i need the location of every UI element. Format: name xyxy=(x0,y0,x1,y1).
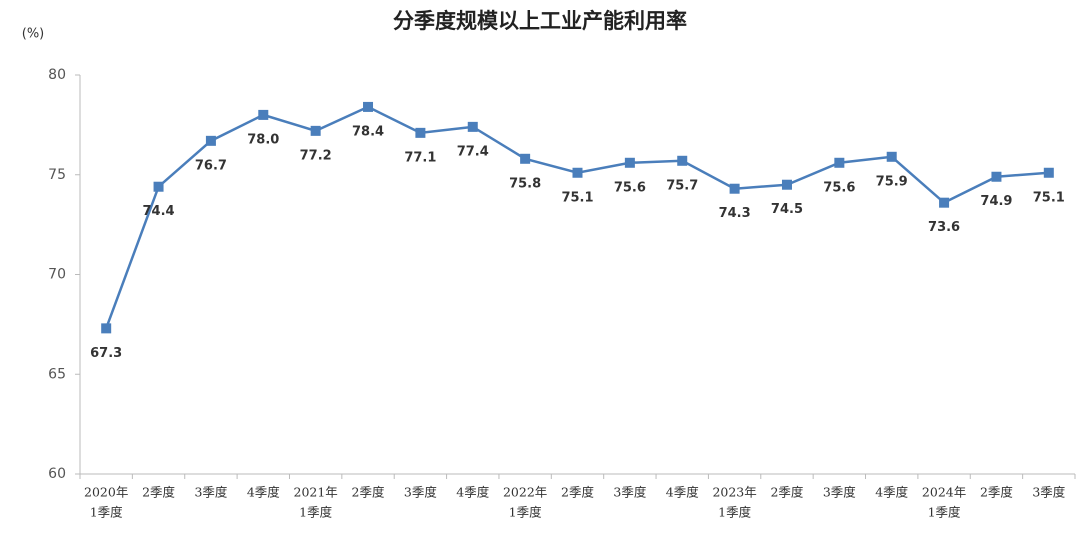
marker xyxy=(781,179,792,190)
y-axis-label: (%) xyxy=(22,27,45,42)
x-tick-label: 3季度 xyxy=(823,485,856,500)
x-tick-label: 2020年 xyxy=(84,485,128,500)
value-label: 74.9 xyxy=(980,194,1012,209)
marker xyxy=(624,157,635,168)
x-tick-label: 2季度 xyxy=(980,485,1013,500)
x-tick-label: 4季度 xyxy=(456,485,489,500)
marker xyxy=(363,101,374,112)
y-tick-label: 60 xyxy=(48,466,66,482)
x-tick-label: 4季度 xyxy=(247,485,280,500)
marker xyxy=(729,183,740,194)
value-label: 73.6 xyxy=(928,220,960,235)
marker xyxy=(520,153,531,164)
x-tick-label: 3季度 xyxy=(613,485,646,500)
x-tick-label: 3季度 xyxy=(404,485,437,500)
x-tick-label: 4季度 xyxy=(875,485,908,500)
x-tick-label: 2季度 xyxy=(142,485,175,500)
marker xyxy=(1043,167,1054,178)
y-tick-label: 75 xyxy=(48,167,66,183)
x-tick-label: 2021年 xyxy=(294,485,338,500)
y-tick-label: 70 xyxy=(48,267,66,283)
x-tick-label: 1季度 xyxy=(928,505,961,520)
marker xyxy=(834,157,845,168)
marker xyxy=(415,127,426,138)
value-label: 75.1 xyxy=(1033,190,1065,205)
x-tick-label: 1季度 xyxy=(718,505,751,520)
value-label: 78.0 xyxy=(247,132,279,147)
marker xyxy=(258,109,269,120)
value-label: 75.6 xyxy=(823,180,855,195)
y-tick-label: 65 xyxy=(48,366,66,382)
x-tick-label: 2022年 xyxy=(503,485,547,500)
value-label: 74.4 xyxy=(143,204,175,219)
x-tick-label: 1季度 xyxy=(299,505,332,520)
x-tick-label: 1季度 xyxy=(90,505,123,520)
value-label: 75.6 xyxy=(614,180,646,195)
marker xyxy=(205,135,216,146)
x-tick-label: 2季度 xyxy=(352,485,385,500)
x-tick-label: 3季度 xyxy=(194,485,227,500)
marker xyxy=(310,125,321,136)
value-label: 75.1 xyxy=(561,190,593,205)
value-label: 67.3 xyxy=(90,346,122,361)
value-label: 75.9 xyxy=(876,174,908,189)
x-tick-label: 2季度 xyxy=(561,485,594,500)
marker xyxy=(572,167,583,178)
value-label: 77.2 xyxy=(300,148,332,163)
value-label: 76.7 xyxy=(195,158,227,173)
x-tick-label: 2季度 xyxy=(770,485,803,500)
marker xyxy=(101,323,112,334)
value-label: 75.8 xyxy=(509,176,541,191)
x-tick-label: 1季度 xyxy=(509,505,542,520)
marker xyxy=(886,151,897,162)
value-label: 77.1 xyxy=(404,150,436,165)
x-tick-label: 2023年 xyxy=(712,485,756,500)
value-label: 77.4 xyxy=(457,144,489,159)
marker xyxy=(991,171,1002,182)
marker xyxy=(153,181,164,192)
value-label: 75.7 xyxy=(666,178,698,193)
marker xyxy=(467,121,478,132)
value-label: 74.5 xyxy=(771,202,803,217)
value-label: 74.3 xyxy=(719,206,751,221)
x-tick-label: 2024年 xyxy=(922,485,966,500)
x-tick-label: 4季度 xyxy=(666,485,699,500)
marker xyxy=(939,197,950,208)
marker xyxy=(677,155,688,166)
x-tick-label: 3季度 xyxy=(1032,485,1065,500)
value-label: 78.4 xyxy=(352,124,384,139)
y-tick-label: 80 xyxy=(48,67,66,83)
chart-title: 分季度规模以上工业产能利用率 xyxy=(393,9,687,33)
